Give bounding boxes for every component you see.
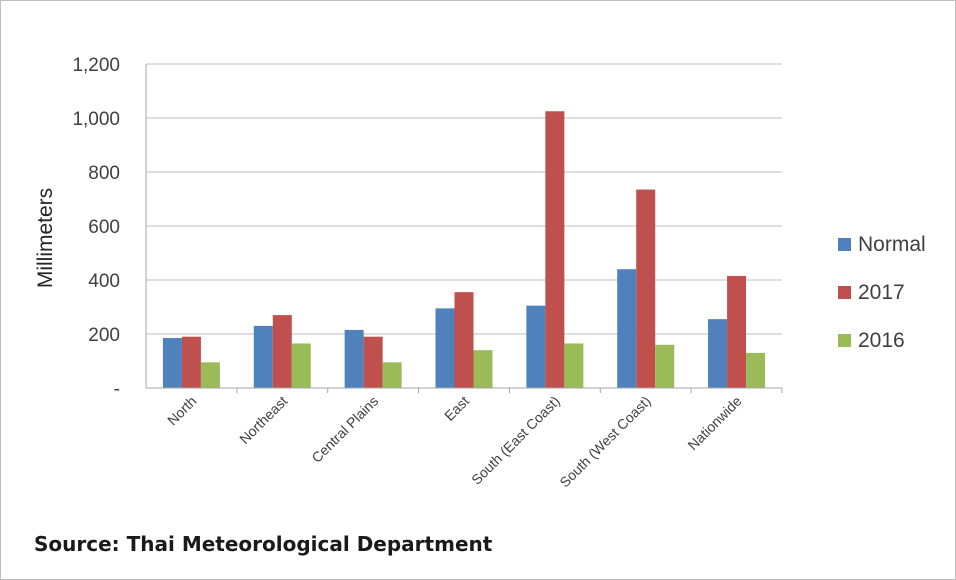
bar-2016-south-east-coast- <box>564 343 584 388</box>
bar-2017-east <box>454 292 474 388</box>
x-tick-label: Central Plains <box>308 393 381 466</box>
x-tick-label: South (West Coast) <box>556 393 654 491</box>
bar-2017-south-east-coast- <box>545 111 565 388</box>
bar-2016-central-plains <box>382 362 402 388</box>
x-tick-label: Northeast <box>236 393 290 447</box>
y-tick-label: 800 <box>88 163 120 184</box>
y-tick-label: 1,000 <box>72 109 120 130</box>
y-tick-label: 1,200 <box>72 55 120 76</box>
bar-normal-south-east-coast- <box>526 305 546 388</box>
bar-2017-north <box>181 336 201 388</box>
y-axis-ticks: - 200 400 600 800 1,000 1,200 <box>72 55 120 400</box>
legend-swatch-normal <box>838 238 851 251</box>
bar-2016-east <box>473 350 493 388</box>
bar-2016-north <box>200 362 220 388</box>
x-axis <box>145 64 783 393</box>
x-tick-label: North <box>164 393 200 429</box>
bar-2017-south-west-coast- <box>636 189 656 388</box>
bar-2016-south-west-coast- <box>655 344 675 388</box>
bar-normal-central-plains <box>344 329 364 388</box>
legend-label: Normal <box>858 233 926 256</box>
x-tick-label: Nationwide <box>684 393 744 453</box>
bar-normal-north <box>162 338 182 388</box>
legend-swatch-2016 <box>838 334 851 347</box>
y-tick-label: 400 <box>88 271 120 292</box>
bar-normal-east <box>435 308 455 388</box>
bar-normal-northeast <box>253 325 273 388</box>
bars <box>162 111 766 388</box>
y-axis-title: Millimeters <box>34 188 57 288</box>
legend-swatch-2017 <box>838 286 851 299</box>
y-tick-label: 200 <box>88 325 120 346</box>
y-tick-label: 600 <box>88 217 120 238</box>
bar-normal-nationwide <box>708 319 728 388</box>
source-note: Source: Thai Meteorological Department <box>34 532 493 556</box>
legend-label: 2017 <box>858 281 905 304</box>
bar-2017-northeast <box>272 315 292 388</box>
bar-2017-nationwide <box>727 275 747 388</box>
x-tick-label: South (East Coast) <box>468 393 563 488</box>
gridlines <box>146 63 782 335</box>
bar-2017-central-plains <box>363 336 383 388</box>
bar-normal-south-west-coast- <box>617 269 637 388</box>
bar-2016-nationwide <box>746 352 766 388</box>
bar-2016-northeast <box>291 343 311 388</box>
legend: Normal 2017 2016 <box>838 233 926 352</box>
legend-label: 2016 <box>858 329 905 352</box>
x-tick-label: East <box>441 393 472 424</box>
y-tick-label: - <box>114 379 120 400</box>
